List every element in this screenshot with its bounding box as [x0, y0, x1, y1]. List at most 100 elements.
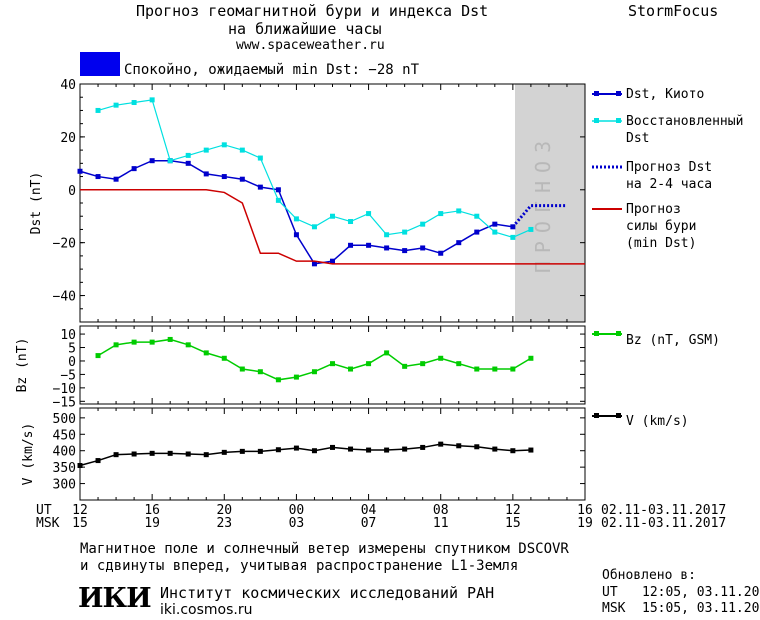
data-point	[167, 450, 173, 456]
data-point	[474, 444, 480, 450]
y-tick-label: −5	[60, 368, 76, 383]
legend-dst-kyoto: Dst, Киото	[592, 87, 704, 102]
data-point	[438, 441, 444, 447]
data-point	[203, 350, 209, 356]
iki-logo: ИКИ	[78, 583, 152, 614]
data-point	[492, 229, 498, 235]
data-point	[330, 213, 335, 219]
x-tick-label-ut: 08	[433, 503, 449, 518]
updated-msk-label: MSK	[602, 601, 626, 616]
data-point	[113, 176, 119, 182]
x-tick-label-msk: 07	[361, 516, 377, 531]
bz-ylabel: Bz (nT)	[15, 338, 30, 393]
data-point	[348, 219, 354, 225]
data-point	[185, 152, 191, 158]
data-point	[257, 155, 263, 161]
data-point	[420, 221, 426, 227]
y-tick-label: 0	[68, 355, 76, 370]
note-line-1: Магнитное поле и солнечный ветер измерен…	[80, 541, 569, 557]
ut-label: UT	[36, 503, 52, 518]
data-point	[293, 216, 299, 222]
data-point	[275, 187, 281, 193]
data-point	[95, 174, 101, 180]
data-point	[366, 447, 372, 453]
data-point	[311, 261, 317, 267]
data-point	[438, 355, 444, 361]
dst-series-group	[77, 97, 585, 267]
y-tick-label: −40	[53, 290, 76, 305]
data-point	[221, 174, 227, 180]
y-tick-label: 0	[68, 184, 76, 199]
data-point	[185, 451, 191, 457]
data-point	[167, 158, 173, 164]
data-point	[275, 447, 281, 453]
legend-dst-kyoto-label: Dst, Киото	[626, 87, 704, 102]
data-point	[95, 353, 101, 359]
data-point	[384, 447, 390, 453]
y-tick-label: 500	[53, 412, 76, 427]
data-point	[510, 234, 516, 240]
data-point	[474, 213, 480, 219]
data-point	[420, 245, 426, 251]
data-point	[257, 184, 263, 190]
data-point	[293, 374, 299, 380]
data-point	[420, 444, 426, 450]
data-point	[131, 339, 137, 345]
data-point	[384, 350, 390, 356]
data-point	[185, 342, 191, 348]
legend: Dst, Киото Восстановленный Dst Прогноз D…	[592, 87, 743, 429]
msk-date-range: 02.11-03.11.2017	[601, 516, 726, 531]
series-line	[97, 99, 532, 239]
data-point	[474, 229, 480, 235]
legend-storm-forecast: Прогноз силы бури (min Dst)	[592, 202, 696, 251]
brand-name: StormFocus	[628, 2, 719, 20]
data-point	[510, 366, 516, 372]
data-point	[402, 446, 408, 452]
data-point	[275, 197, 281, 203]
legend-v-label: V (km/s)	[626, 414, 689, 429]
data-point	[366, 211, 372, 217]
series-line	[511, 204, 567, 228]
institute-site[interactable]: iki.cosmos.ru	[160, 602, 253, 618]
data-point	[528, 355, 534, 361]
x-tick-label-msk: 15	[72, 516, 88, 531]
data-point	[528, 226, 534, 232]
y-tick-label: 400	[53, 445, 76, 460]
dst-panel: ПРОГНОЗ 40 20 0 −20 −40 Dst (nT)	[29, 78, 586, 323]
y-tick-label: 5	[68, 342, 76, 357]
status-swatch	[80, 52, 120, 76]
data-point	[311, 448, 317, 454]
legend-bz: Bz (nT, GSM)	[592, 331, 720, 348]
y-tick-label: 20	[60, 131, 76, 146]
data-point	[402, 248, 408, 254]
status-text: Спокойно, ожидаемый min Dst: −28 nT	[124, 62, 420, 78]
updated-ut-value: 12:05, 03.11.2017	[642, 585, 760, 600]
data-point	[149, 450, 155, 456]
data-point	[149, 339, 155, 345]
x-tick-label-msk: 23	[216, 516, 232, 531]
data-point	[311, 369, 317, 375]
data-point	[221, 355, 227, 361]
data-point	[131, 451, 137, 457]
legend-bz-label: Bz (nT, GSM)	[626, 333, 720, 348]
data-point	[131, 100, 137, 106]
data-point	[257, 448, 263, 454]
series-line	[80, 189, 585, 265]
series-line	[79, 443, 531, 467]
data-point	[474, 366, 480, 372]
data-point	[384, 232, 390, 238]
data-point	[113, 102, 119, 108]
forecast-label: ПРОГНОЗ	[531, 133, 555, 273]
data-point	[113, 452, 119, 458]
data-point	[239, 448, 245, 454]
note-line-2: и сдвинуты вперед, учитывая распростране…	[80, 558, 519, 574]
data-point	[348, 242, 354, 248]
legend-storm-label-3: (min Dst)	[626, 236, 696, 251]
y-tick-label: −20	[53, 237, 76, 252]
site-url[interactable]: www.spaceweather.ru	[236, 38, 385, 53]
v-ylabel: V (km/s)	[21, 423, 36, 486]
data-point	[402, 363, 408, 369]
data-point	[167, 336, 173, 342]
